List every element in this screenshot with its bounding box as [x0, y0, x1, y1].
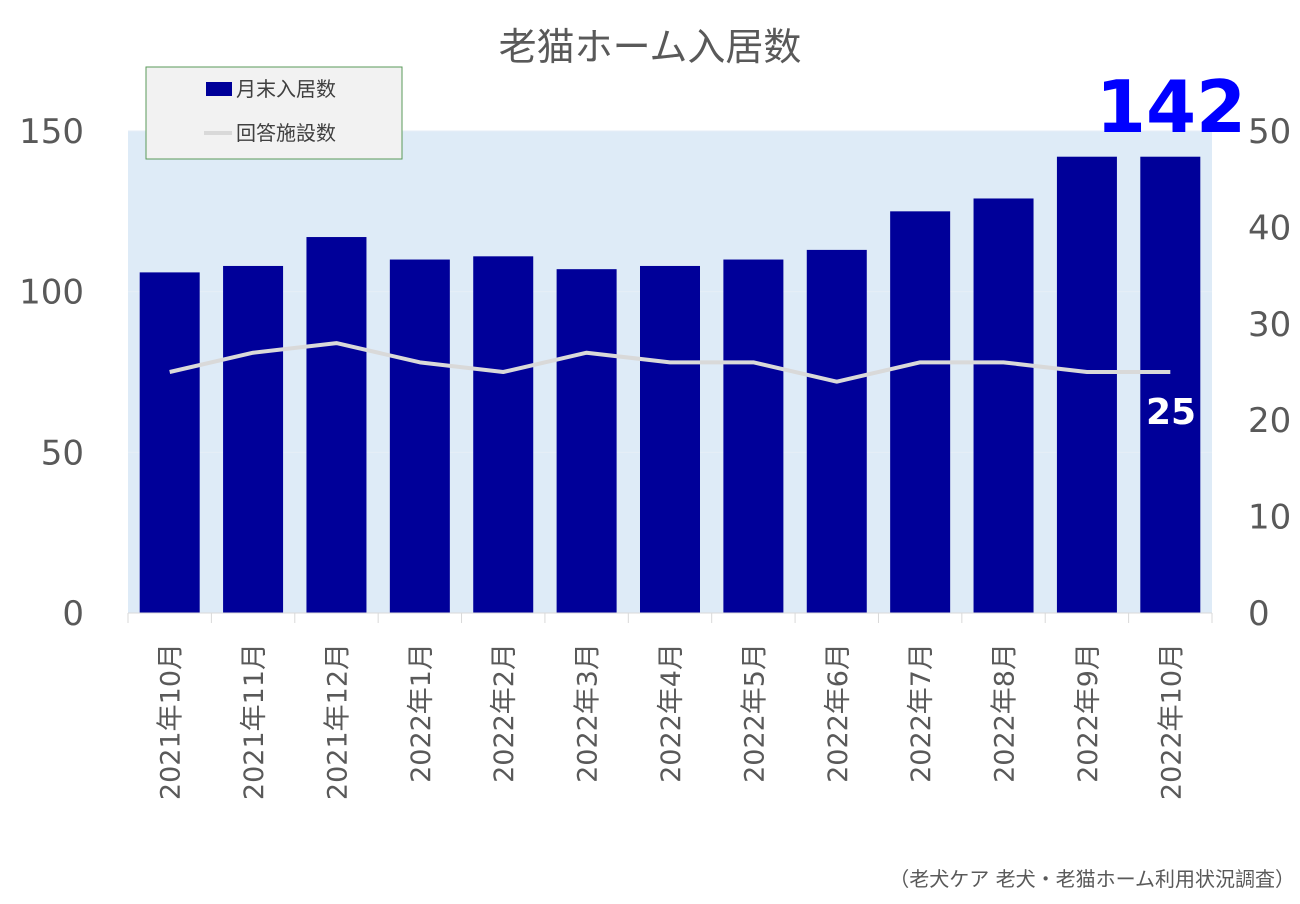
- bar: [973, 198, 1034, 614]
- right-axis-ticks: 0 10 20 30 40 50: [1248, 112, 1291, 634]
- left-axis-ticks: 0 50 100 150: [19, 112, 84, 634]
- axes: [127, 612, 1213, 623]
- x-tick-label: 2021年10月: [156, 643, 187, 800]
- x-tick-label: 2022年7月: [906, 643, 937, 783]
- bar: [139, 272, 200, 613]
- bar: [1140, 156, 1201, 613]
- bar: [1056, 156, 1117, 613]
- right-tick-label: 10: [1248, 498, 1291, 538]
- x-tick-label: 2022年1月: [406, 643, 437, 783]
- x-tick-label: 2022年6月: [823, 643, 854, 783]
- left-tick-label: 0: [62, 594, 84, 634]
- right-tick-label: 0: [1248, 594, 1270, 634]
- x-tick-label: 2022年10月: [1156, 643, 1187, 800]
- legend-bar-swatch: [206, 82, 232, 96]
- x-tick-label: 2021年11月: [239, 643, 270, 800]
- bar: [473, 256, 534, 613]
- line-series: [169, 341, 1171, 384]
- bar-series: [139, 156, 1201, 614]
- x-axis-ticks: 2021年10月 2021年11月 2021年12月 2022年1月 2022年2月 20…: [156, 643, 1188, 800]
- legend: 月末入居数 回答施設数: [145, 66, 403, 160]
- legend-box: [145, 66, 403, 160]
- callout-line-last-value: 25: [1146, 392, 1196, 433]
- x-tick-label: 2021年12月: [322, 643, 353, 800]
- left-tick-label: 150: [19, 112, 84, 152]
- line-path: [169, 341, 1171, 384]
- x-tick-label: 2022年3月: [573, 643, 604, 783]
- bar: [723, 259, 784, 613]
- right-tick-label: 30: [1248, 305, 1291, 345]
- bar: [806, 249, 867, 614]
- source-note: （老犬ケア 老犬・老猫ホーム利用状況調査）: [889, 867, 1295, 891]
- bar: [223, 265, 284, 613]
- bar: [389, 259, 450, 613]
- left-tick-label: 50: [41, 433, 84, 473]
- bar: [556, 269, 617, 613]
- bar: [890, 211, 951, 614]
- bar: [306, 237, 367, 614]
- right-tick-label: 20: [1248, 401, 1291, 441]
- x-tick-label: 2022年2月: [489, 643, 520, 783]
- bar: [640, 265, 700, 613]
- legend-line-label: 回答施設数: [236, 121, 336, 145]
- right-tick-label: 50: [1248, 112, 1291, 152]
- x-tick-label: 2022年9月: [1073, 643, 1104, 783]
- legend-bar-label: 月末入居数: [236, 77, 336, 101]
- left-tick-label: 100: [19, 273, 84, 313]
- chart-title: 老猫ホーム入居数: [499, 25, 802, 69]
- right-tick-label: 40: [1248, 208, 1291, 248]
- x-tick-label: 2022年5月: [739, 643, 770, 783]
- callout-bar-last-value: 142: [1096, 65, 1246, 149]
- x-tick-label: 2022年8月: [990, 643, 1021, 783]
- x-tick-label: 2022年4月: [656, 643, 687, 783]
